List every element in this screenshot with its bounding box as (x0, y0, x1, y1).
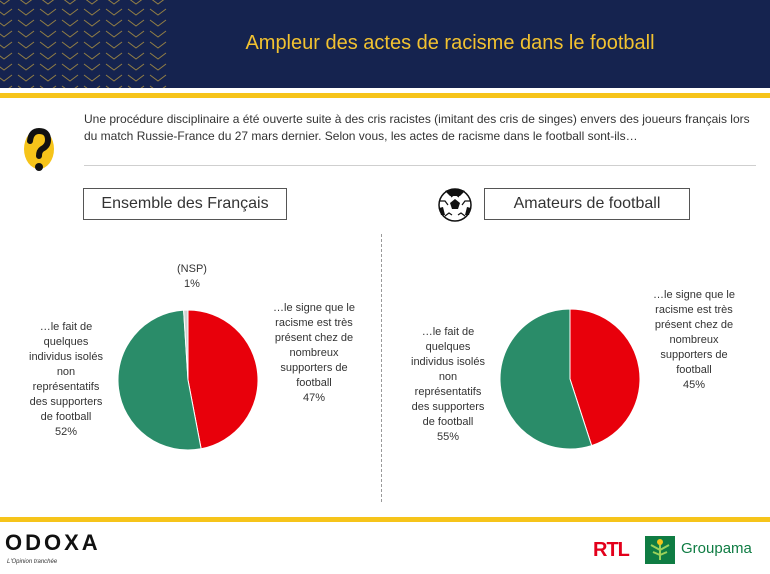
label-green-text: …le fait de quelques individus isolés no… (411, 326, 485, 428)
slice-red (187, 309, 259, 450)
odoxa-logo: ODOXA (5, 530, 101, 555)
page-title: Ampleur des actes de racisme dans le foo… (245, 32, 655, 54)
segment-divider (381, 234, 382, 502)
groupama-leaf-icon (645, 536, 675, 564)
segment-title-football-fans: Amateurs de football (484, 188, 690, 220)
label-green-value: 55% (436, 431, 460, 443)
header-banner: Ampleur des actes de racisme dans le foo… (0, 0, 770, 88)
header-gold-rule (0, 93, 770, 98)
label-red-value: 47% (302, 392, 326, 404)
odoxa-tagline: L'Opinion tranchée (7, 559, 58, 565)
label-red-text: …le signe que le racisme est très présen… (653, 289, 735, 376)
label-nsp-value: 1% (184, 278, 200, 290)
chevron-pattern-decoration (0, 0, 167, 88)
label-nsp-left: (NSP) 1% (165, 262, 219, 292)
label-green-text: …le fait de quelques individus isolés no… (29, 321, 103, 423)
pie-chart-football-fans (499, 308, 641, 450)
label-red-text: …le signe que le racisme est très présen… (273, 302, 355, 389)
label-green-right: …le fait de quelques individus isolés no… (398, 325, 498, 445)
footer-gold-rule (0, 517, 770, 522)
segment-title-all-french: Ensemble des Français (83, 188, 287, 220)
question-text: Une procédure disciplinaire a été ouvert… (84, 112, 750, 143)
label-red-left: …le signe que le racisme est très présen… (268, 301, 360, 406)
label-red-value: 45% (682, 379, 706, 391)
label-green-left: …le fait de quelques individus isolés no… (18, 320, 114, 440)
label-nsp-text: (NSP) (177, 263, 207, 275)
label-green-value: 52% (54, 426, 78, 438)
soccer-ball-icon (438, 188, 472, 222)
rtl-logo: RTL (593, 539, 630, 561)
slice-red (569, 308, 641, 447)
question-underline (84, 165, 756, 166)
slice-nsp (183, 309, 189, 381)
question-mark-icon (24, 127, 54, 171)
label-red-right: …le signe que le racisme est très présen… (644, 288, 744, 393)
groupama-logo: Groupama (681, 540, 752, 557)
slice-green (117, 309, 202, 451)
pie-chart-all-french (117, 309, 259, 451)
slice-green (499, 308, 593, 450)
